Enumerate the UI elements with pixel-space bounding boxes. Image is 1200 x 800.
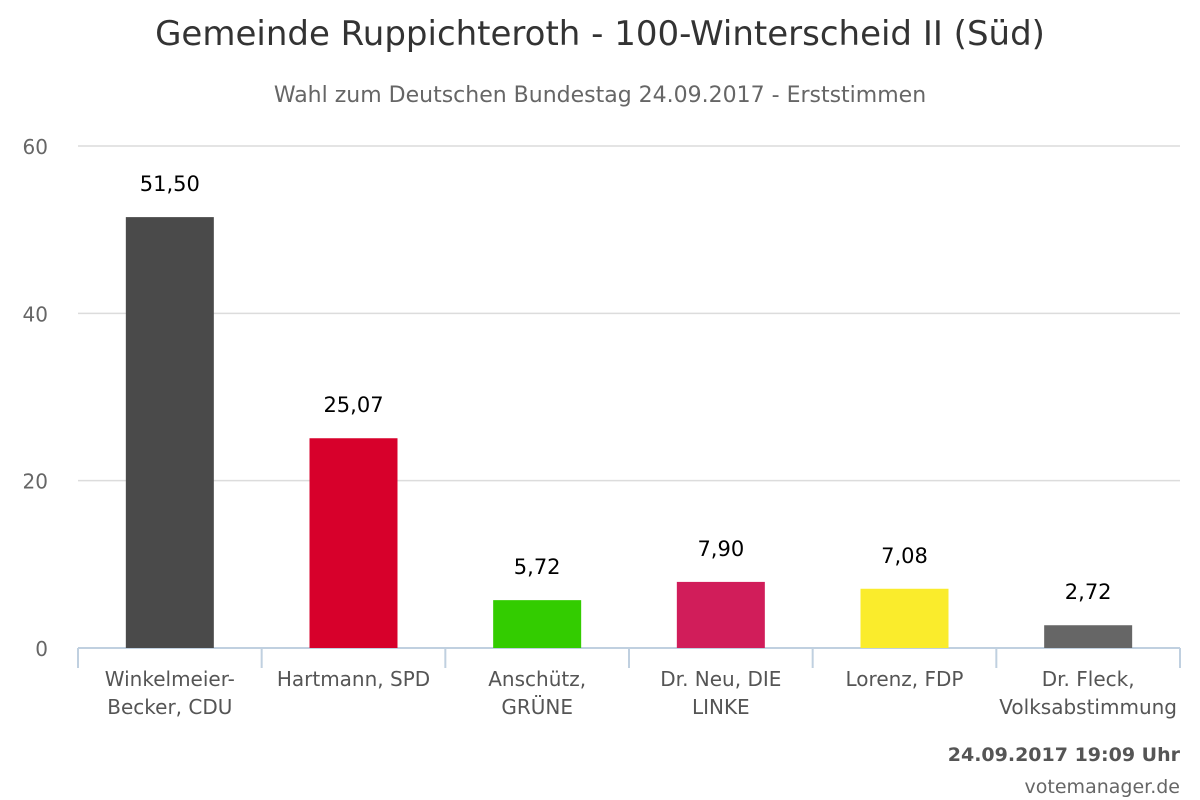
data-label: 7,90	[697, 537, 744, 561]
bar	[125, 217, 214, 648]
source-credit: votemanager.de	[1024, 776, 1180, 798]
bar	[1044, 625, 1133, 648]
x-tick-label-line: Lorenz, FDP	[846, 667, 964, 691]
data-label: 51,50	[140, 172, 200, 196]
data-label: 5,72	[514, 555, 561, 579]
x-tick-label-line: Dr. Fleck,	[1042, 667, 1135, 691]
y-tick-label: 40	[23, 302, 48, 326]
x-tick-label-line: Hartmann, SPD	[277, 667, 430, 691]
x-tick-label-line: Volksabstimmung	[999, 695, 1177, 719]
y-tick-label: 20	[23, 470, 48, 494]
data-label: 2,72	[1065, 580, 1112, 604]
chart-title: Gemeinde Ruppichteroth - 100-Winterschei…	[155, 14, 1045, 54]
data-label: 25,07	[323, 393, 383, 417]
y-tick-label: 60	[23, 135, 48, 159]
bar	[860, 588, 949, 648]
y-tick-label: 0	[35, 637, 48, 661]
x-tick-label: Anschütz, GRÜNE	[488, 667, 586, 719]
data-label: 7,08	[881, 544, 928, 568]
x-tick-label: Lorenz, FDP	[846, 667, 964, 691]
timestamp: 24.09.2017 19:09 Uhr	[947, 744, 1180, 766]
x-tick-label-line: GRÜNE	[501, 695, 573, 719]
x-tick-label-line: Becker, CDU	[107, 695, 232, 719]
x-tick-label: Dr. Fleck, Volksabstimmung	[999, 667, 1177, 719]
bar	[493, 600, 582, 648]
x-tick-label-line: Dr. Neu, DIE	[660, 667, 781, 691]
x-tick-label-line: Winkelmeier-	[105, 667, 235, 691]
x-tick-label: Dr. Neu, DIE LINKE	[660, 667, 781, 719]
bar	[676, 581, 765, 648]
x-tick-label-line: LINKE	[692, 695, 750, 719]
x-tick-label: Hartmann, SPD	[277, 667, 430, 691]
x-tick-label-line: Anschütz,	[488, 667, 586, 691]
chart-subtitle: Wahl zum Deutschen Bundestag 24.09.2017 …	[273, 83, 927, 108]
x-tick-label: Winkelmeier- Becker, CDU	[105, 667, 235, 719]
bar	[309, 438, 398, 648]
